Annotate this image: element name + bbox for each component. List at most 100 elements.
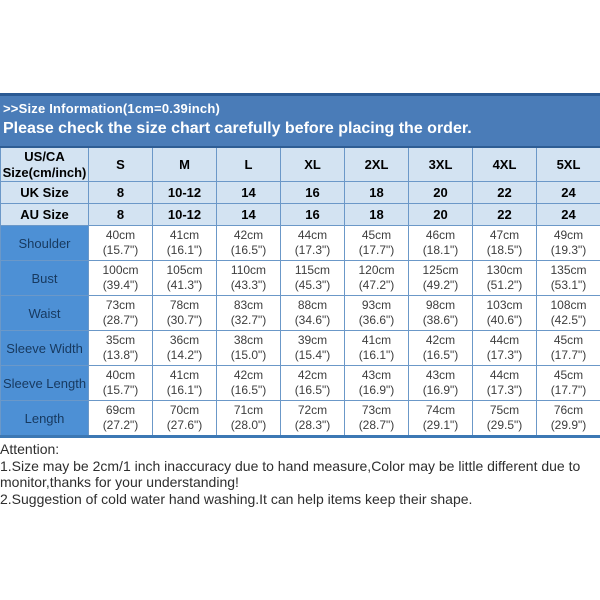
cm-value: 105cm bbox=[166, 263, 203, 277]
cm-value: 44cm bbox=[297, 228, 328, 242]
measure-row: Shoulder 40cm (15.7") 41cm (16.1") 42cm (16.5"… bbox=[0, 225, 600, 261]
measure-value-cell: 44cm (17.3") bbox=[280, 225, 345, 261]
measure-row: Sleeve Length 40cm (15.7") 41cm (16.1") 42cm(… bbox=[0, 365, 600, 401]
inch-value: (43.3") bbox=[230, 278, 267, 292]
measure-value-cell: 130cm (51.2") bbox=[472, 260, 537, 296]
au-size-row-value: 14 bbox=[216, 203, 281, 226]
measure-row: Length 69cm (27.2") 70cm (27.6") 71cm (28.0") 7… bbox=[0, 400, 600, 437]
au-size-row: AU Size 8 10-12 14 16 18 20 22 24 bbox=[0, 203, 600, 226]
inch-value: (17.7") bbox=[550, 348, 587, 362]
measure-value-cell: 83cm (32.7") bbox=[216, 295, 281, 331]
cm-value: 45cm bbox=[553, 368, 584, 382]
measure-row: Sleeve Width 35cm (13.8") 36cm (14.2") 38cm (1… bbox=[0, 330, 600, 366]
measure-value-cell: 44cm (17.3") bbox=[472, 365, 537, 401]
corner-header-line1: US/CA bbox=[24, 148, 65, 164]
uk-size-row-value: 20 bbox=[408, 181, 473, 204]
inch-value: (49.2") bbox=[422, 278, 459, 292]
uk-size-row-label: UK Size bbox=[0, 181, 89, 204]
inch-value: (29.1") bbox=[422, 418, 459, 432]
inch-value: (19.3") bbox=[550, 243, 587, 257]
inch-value: (17.3") bbox=[486, 348, 523, 362]
size-info-banner: >>Size Information(1cm=0.39inch) Please … bbox=[0, 93, 600, 146]
attention-note-1: 1.Size may be 2cm/1 inch inaccuracy due … bbox=[0, 457, 581, 491]
cm-value: 43cm bbox=[361, 368, 392, 382]
cm-value: 42cm bbox=[425, 333, 456, 347]
cm-value: 44cm bbox=[489, 368, 520, 382]
inch-value: (15.7") bbox=[102, 383, 139, 397]
measure-value-cell: 35cm (13.8") bbox=[88, 330, 153, 366]
measure-label-cell: Bust bbox=[0, 260, 89, 296]
inch-value: (27.2") bbox=[102, 418, 139, 432]
cm-value: 46cm bbox=[425, 228, 456, 242]
measure-row: Bust 100cm (39.4") 105cm (41.3") 110cm (43.3")… bbox=[0, 260, 600, 296]
corner-header-line2: Size(cm/inch) bbox=[2, 164, 87, 180]
uk-size-row-value: 8 bbox=[88, 181, 153, 204]
cm-value: 42cm bbox=[233, 368, 264, 382]
measure-value-cell: 38cm (15.0") bbox=[216, 330, 281, 366]
inch-value: (30.7") bbox=[166, 313, 203, 327]
measure-value-cell: 41cm (16.1") bbox=[152, 365, 217, 401]
cm-value: 73cm bbox=[361, 403, 392, 417]
cm-value: 108cm bbox=[550, 298, 587, 312]
au-size-row-value: 18 bbox=[344, 203, 409, 226]
inch-value: (17.3") bbox=[294, 243, 331, 257]
inch-value: (15.4") bbox=[294, 348, 331, 362]
measure-value-cell: 42cm (16.5") bbox=[216, 365, 281, 401]
cm-value: 72cm bbox=[297, 403, 328, 417]
measure-value-cell: 42cm (16.5") bbox=[408, 330, 473, 366]
cm-value: 93cm bbox=[361, 298, 392, 312]
inch-value: (32.7") bbox=[230, 313, 267, 327]
cm-value: 45cm bbox=[553, 333, 584, 347]
measure-value-cell: 73cm (28.7") bbox=[88, 295, 153, 331]
cm-value: 41cm bbox=[361, 333, 392, 347]
inch-value: (39.4") bbox=[102, 278, 139, 292]
cm-value: 130cm bbox=[486, 263, 523, 277]
measure-label-cell: Shoulder bbox=[0, 225, 89, 261]
inch-value: (16.5") bbox=[294, 383, 331, 397]
cm-value: 103cm bbox=[486, 298, 523, 312]
au-size-row-value: 24 bbox=[536, 203, 600, 226]
inch-value: (17.7") bbox=[550, 383, 587, 397]
cm-value: 76cm bbox=[553, 403, 584, 417]
measure-value-cell: 47cm (18.5") bbox=[472, 225, 537, 261]
cm-value: 110cm bbox=[230, 263, 267, 277]
measure-row: Waist 73cm (28.7") 78cm (30.7") 83cm (32.7") 88… bbox=[0, 295, 600, 331]
measure-value-cell: 71cm (28.0") bbox=[216, 400, 281, 437]
inch-value: (16.1") bbox=[166, 243, 203, 257]
attention-note-2: 2.Suggestion of cold water hand washing.… bbox=[0, 490, 473, 507]
size-column-header: 3XL bbox=[408, 146, 473, 182]
inch-value: (36.6") bbox=[358, 313, 395, 327]
measure-value-cell: 72cm (28.3") bbox=[280, 400, 345, 437]
measure-value-cell: 46cm (18.1") bbox=[408, 225, 473, 261]
attention-section: Attention: 1.Size may be 2cm/1 inch inac… bbox=[0, 441, 598, 507]
uk-size-row-value: 10-12 bbox=[152, 181, 217, 204]
measure-value-cell: 70cm (27.6") bbox=[152, 400, 217, 437]
inch-value: (13.8") bbox=[102, 348, 139, 362]
measure-value-cell: 41cm (16.1") bbox=[152, 225, 217, 261]
size-chart-warning: Please check the size chart carefully be… bbox=[3, 120, 472, 137]
cm-value: 47cm bbox=[489, 228, 520, 242]
inch-value: (16.9") bbox=[358, 383, 395, 397]
cm-value: 98cm bbox=[425, 298, 456, 312]
inch-value: (47.2") bbox=[358, 278, 395, 292]
measure-value-cell: 135cm (53.1") bbox=[536, 260, 600, 296]
cm-value: 45cm bbox=[361, 228, 392, 242]
cm-value: 42cm bbox=[297, 368, 328, 382]
attention-title: Attention: bbox=[0, 441, 60, 457]
cm-value: 39cm bbox=[297, 333, 328, 347]
au-size-row-value: 22 bbox=[472, 203, 537, 226]
uk-size-row: UK Size 8 10-12 14 16 18 20 22 24 bbox=[0, 181, 600, 204]
inch-value: (28.0") bbox=[230, 418, 267, 432]
measure-value-cell: 69cm (27.2") bbox=[88, 400, 153, 437]
measure-value-cell: 108cm (42.5") bbox=[536, 295, 600, 331]
inch-value: (16.1") bbox=[358, 348, 395, 362]
inch-value: (17.3") bbox=[486, 383, 523, 397]
measure-value-cell: 103cm (40.6") bbox=[472, 295, 537, 331]
measure-value-cell: 44cm (17.3") bbox=[472, 330, 537, 366]
size-column-header: XL bbox=[280, 146, 345, 182]
inch-value: (14.2") bbox=[166, 348, 203, 362]
cm-value: 41cm bbox=[169, 368, 200, 382]
measure-value-cell: 76cm (29.9") bbox=[536, 400, 600, 437]
uk-size-row-value: 14 bbox=[216, 181, 281, 204]
